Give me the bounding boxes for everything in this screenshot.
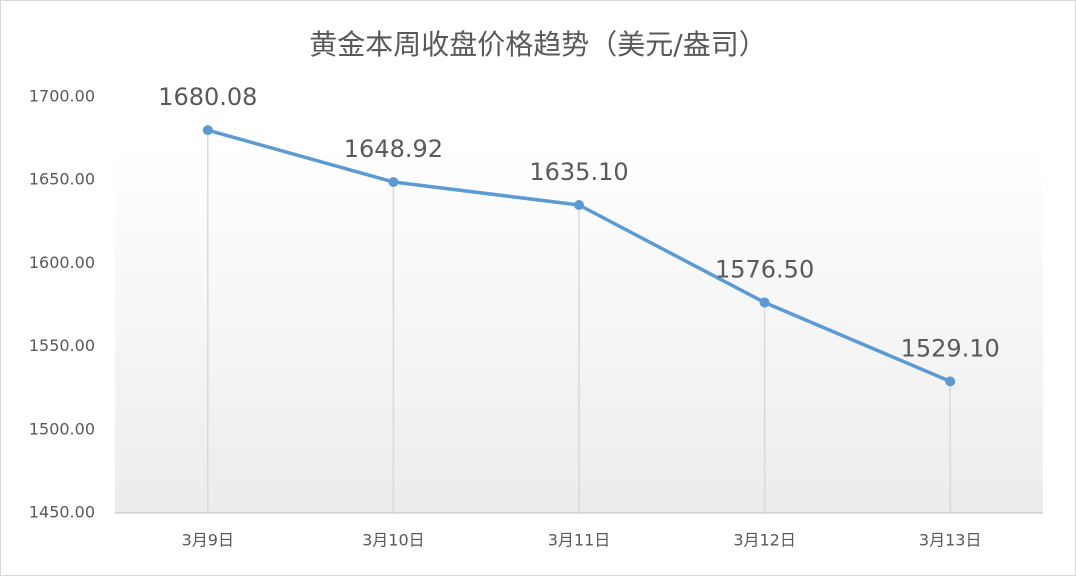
chart-title: 黄金本周收盘价格趋势（美元/盎司） <box>309 28 766 61</box>
y-tick-label: 1650.00 <box>29 170 95 189</box>
data-point <box>202 125 213 136</box>
y-tick-label: 1700.00 <box>29 87 95 106</box>
y-tick-label: 1500.00 <box>29 419 95 438</box>
data-label: 1529.10 <box>901 334 1000 362</box>
x-tick-label: 3月10日 <box>362 531 425 550</box>
data-label: 1576.50 <box>715 256 814 284</box>
y-tick-label: 1600.00 <box>29 253 95 272</box>
data-label: 1648.92 <box>344 135 443 163</box>
y-tick-label: 1550.00 <box>29 336 95 355</box>
data-label: 1680.08 <box>158 83 257 111</box>
x-tick-label: 3月9日 <box>182 531 234 550</box>
data-point <box>574 199 584 210</box>
y-tick-label: 1450.00 <box>29 503 95 522</box>
data-point <box>388 176 399 187</box>
data-point <box>759 297 770 308</box>
x-tick-label: 3月11日 <box>548 531 611 550</box>
data-label: 1635.10 <box>529 158 628 186</box>
x-tick-label: 3月12日 <box>733 531 796 550</box>
x-tick-label: 3月13日 <box>919 531 982 550</box>
data-point <box>945 376 956 387</box>
